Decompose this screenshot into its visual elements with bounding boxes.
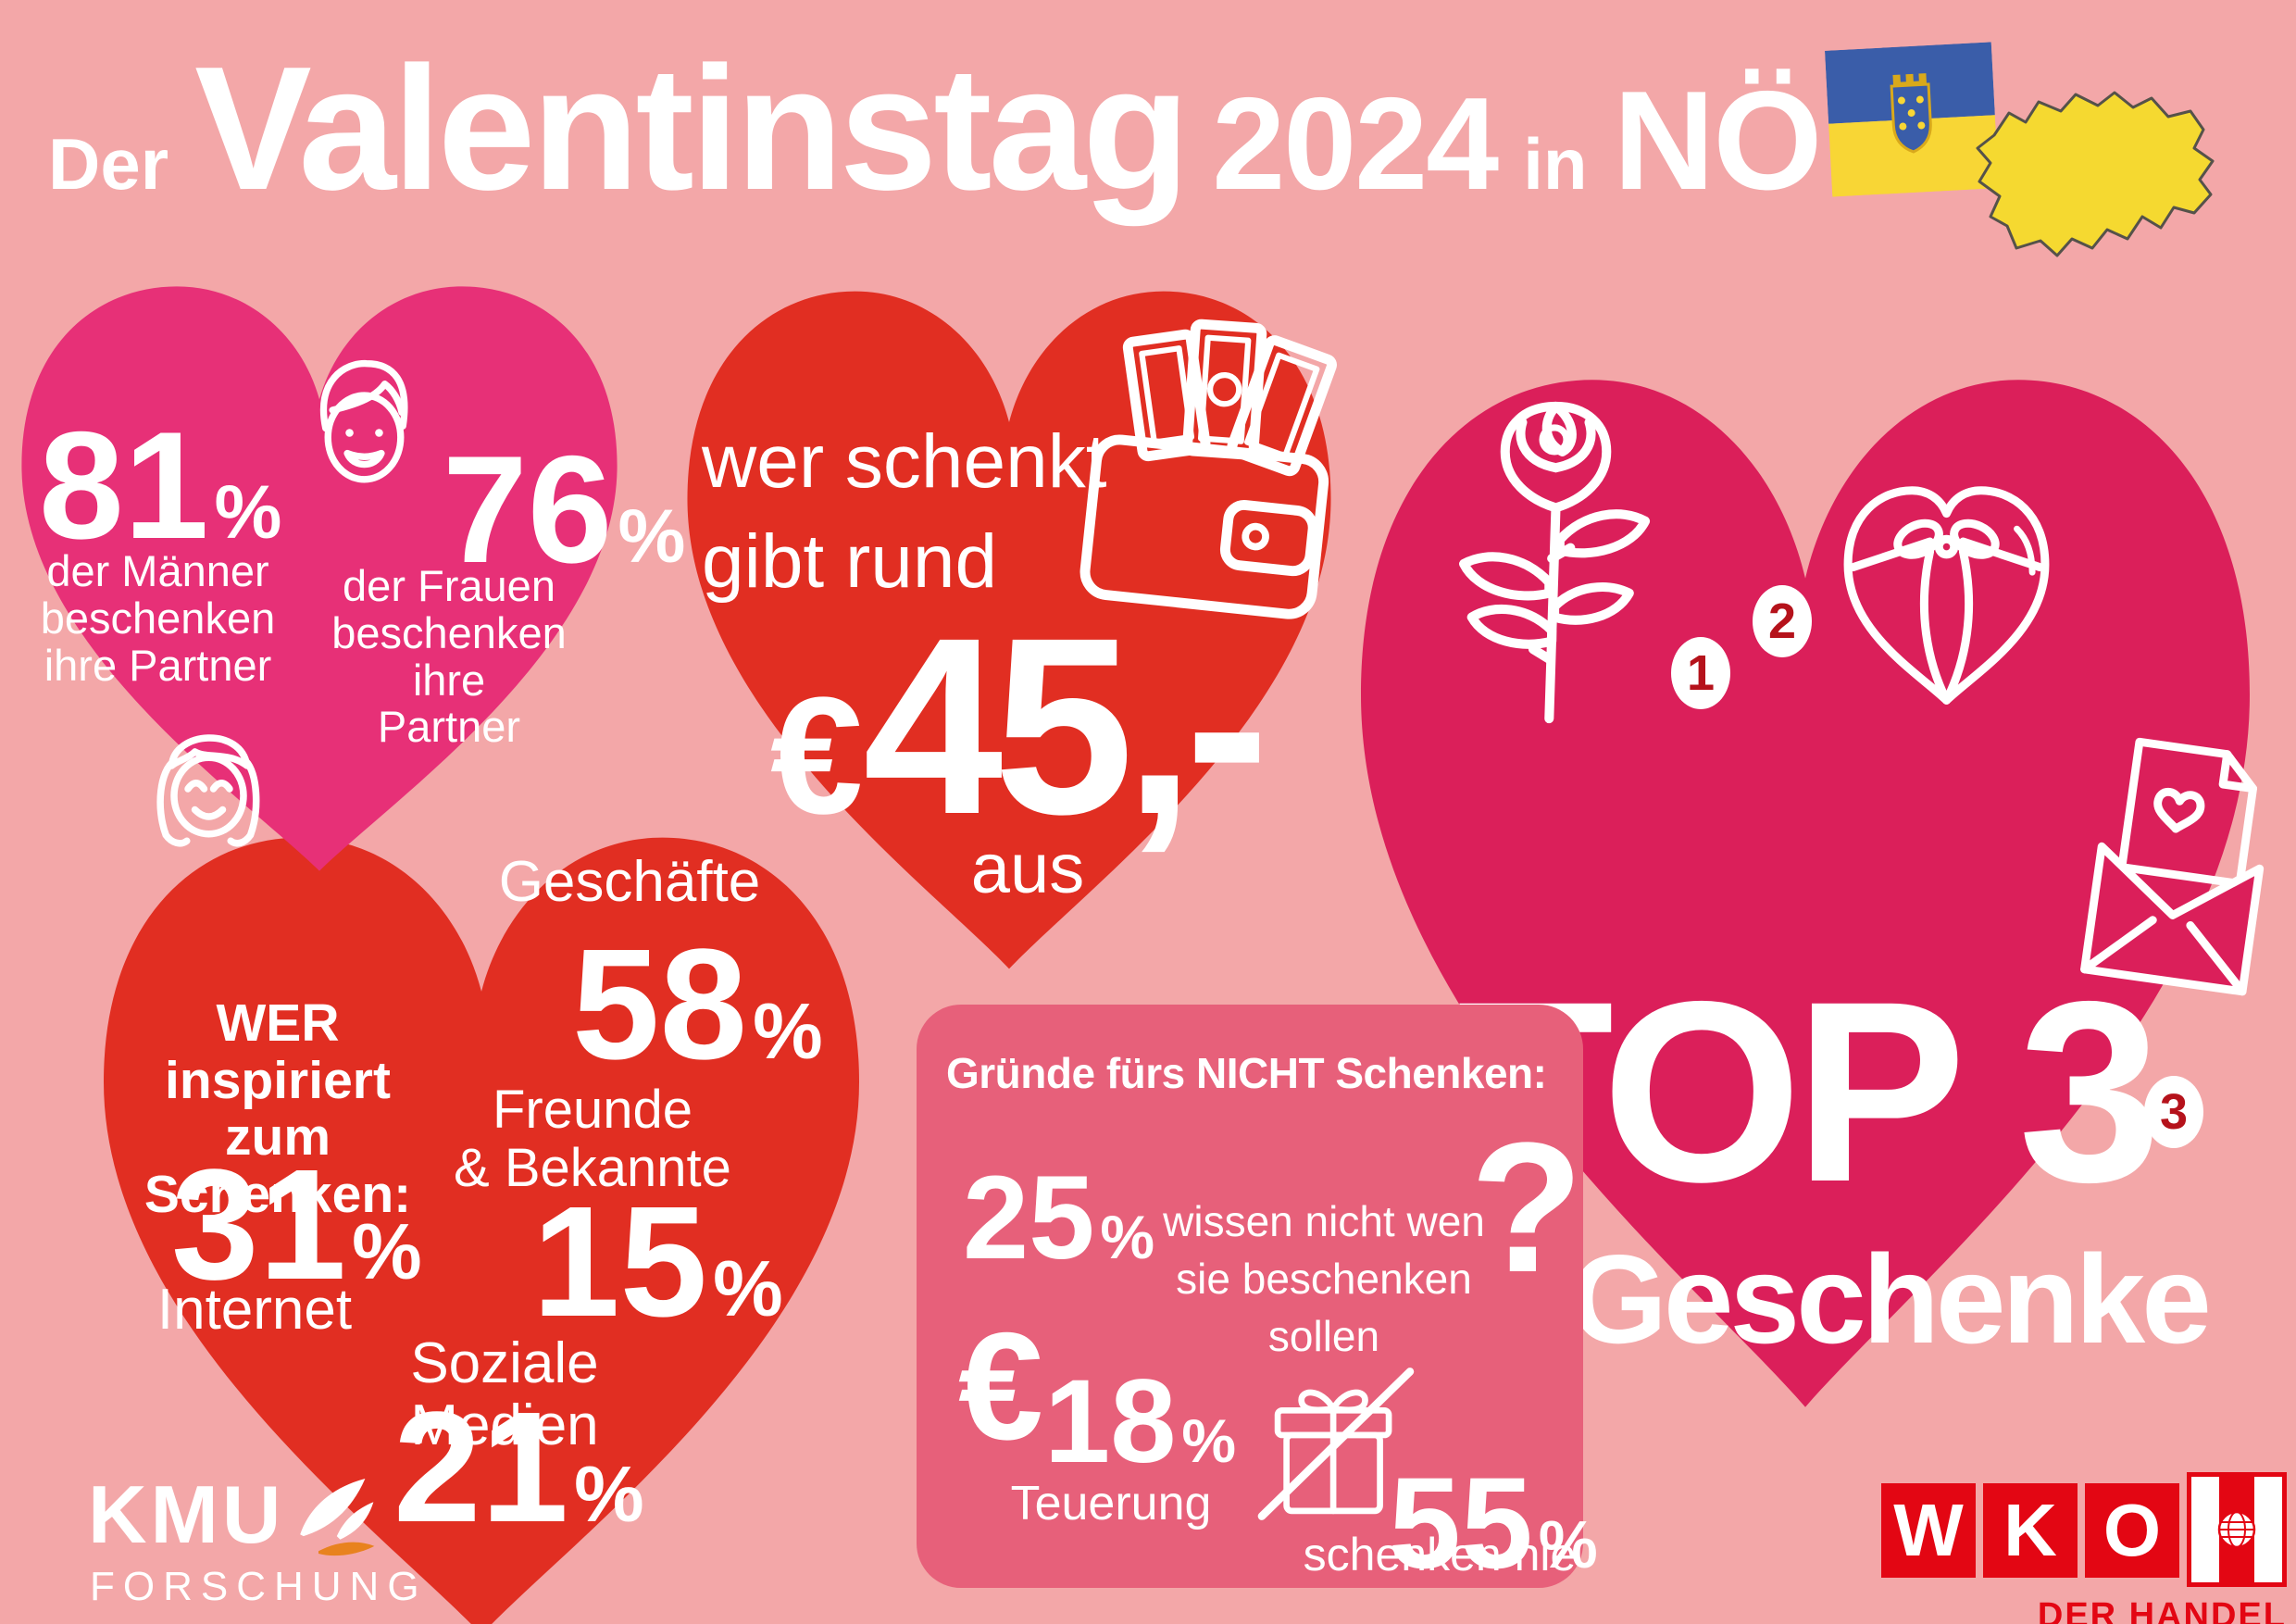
spending-line2: gibt rund	[702, 519, 998, 604]
top3-subtitle: Geschenke	[1569, 1229, 2212, 1369]
wko-letter-o: O	[2103, 1489, 2162, 1571]
reason1-unit: %	[1100, 1203, 1155, 1271]
no-gift-reason3-label: schenken nie	[1303, 1529, 1577, 1580]
kmu-logo: KMU	[88, 1474, 377, 1567]
woman-face-icon	[137, 706, 276, 877]
inspiration-item4-stat: 21 %	[393, 1389, 644, 1546]
euro-sign: €	[770, 663, 864, 849]
inspiration-item2-unit: %	[713, 1245, 783, 1333]
reason3-value: 55	[1389, 1450, 1533, 1595]
spending-amount: € 45,-	[770, 585, 1269, 867]
spending-suffix: aus	[970, 830, 1085, 908]
wko-tile-w: W	[1881, 1483, 1976, 1578]
inspiration-item2-value: 15	[532, 1174, 708, 1350]
men-caption: der Männer beschenken ihre Partner	[40, 546, 276, 690]
no-gift-reason2-stat: 18 %	[1044, 1363, 1236, 1481]
kmu-logo-subtext: FORSCHUNG	[90, 1564, 428, 1609]
no-gift-panel	[917, 1005, 1583, 1588]
inspiration-item3-value: 31	[171, 1137, 347, 1313]
spending-heart-shape	[687, 291, 1331, 969]
women-value: 76	[443, 424, 613, 594]
wko-tile-k: K	[1983, 1483, 2078, 1578]
question-mark-icon: ?	[1470, 1105, 1584, 1311]
title-year: 2024	[1212, 70, 1499, 218]
rank1-number: 1	[1686, 645, 1716, 701]
reason3-unit: %	[1538, 1508, 1598, 1582]
rank2-number: 2	[1767, 593, 1797, 649]
no-gift-reason2-label: Teuerung	[1010, 1477, 1212, 1530]
wko-globe-icon	[2217, 1510, 2256, 1549]
rank3-badge: 3	[2144, 1076, 2203, 1148]
wko-logo-subtext: DER HANDEL	[2037, 1596, 2287, 1624]
rank1-badge: 1	[1671, 637, 1730, 709]
inspiration-item3-stat: 31 %	[171, 1146, 422, 1304]
noe-map-icon	[1961, 70, 2226, 274]
noe-flag-icon	[1824, 42, 2000, 197]
inspiration-item2-stat: 15 %	[532, 1183, 783, 1341]
title-prefix: Der	[48, 123, 169, 205]
no-gift-crossed-icon	[1242, 1354, 1428, 1534]
inspiration-title: WER inspiriert zum Schenken:	[144, 993, 412, 1224]
men-value: 81	[39, 400, 209, 570]
love-letter-icon	[2067, 718, 2292, 1010]
men-stat: 81 %	[39, 409, 281, 562]
inspiration-item3-label: Internet	[156, 1278, 353, 1342]
inspiration-heart-shape	[104, 837, 859, 1624]
rose-icon	[1442, 389, 1669, 736]
reason2-value: 18	[1044, 1355, 1177, 1488]
inspiration-item4-unit: %	[574, 1451, 644, 1539]
euro-icon: €	[958, 1301, 1043, 1471]
title-main: Valentinstag	[194, 31, 1190, 227]
wko-tile-handel	[2187, 1472, 2287, 1587]
spending-line1: wer schenkt	[702, 419, 1107, 504]
top3-heart-shape	[1361, 380, 2250, 1407]
no-gift-reason3-stat: 55 %	[1389, 1458, 1598, 1588]
wallet-icon	[1072, 301, 1349, 635]
reason2-unit: %	[1181, 1406, 1237, 1475]
men-percent-sign: %	[214, 470, 282, 555]
heart-giftbox-icon	[1838, 446, 2055, 724]
wko-letter-w: W	[1893, 1489, 1964, 1571]
kmu-logo-text: KMU	[88, 1468, 285, 1560]
no-gift-title: Gründe fürs NICHT Schenken:	[946, 1049, 1547, 1097]
inspiration-item4-value: 21	[393, 1380, 569, 1555]
women-caption: der Frauen beschenken ihre Partner	[331, 561, 567, 752]
inspiration-item1-stat: 58 %	[572, 926, 823, 1083]
title-connector: in	[1523, 123, 1588, 205]
inspiration-item1-label: Geschäfte	[498, 850, 761, 914]
partners-heart-shape	[21, 286, 618, 871]
page-title: Der Valentinstag 2024 in NÖ	[48, 28, 1823, 230]
wko-letter-k: K	[2003, 1489, 2057, 1571]
women-percent-sign: %	[618, 494, 686, 579]
inspiration-item3-unit: %	[352, 1208, 422, 1296]
inspiration-item2-label: Freunde & Bekannte	[454, 1080, 731, 1198]
wko-tile-o: O	[2085, 1483, 2179, 1578]
inspiration-item1-value: 58	[572, 917, 748, 1093]
reason1-value: 25	[963, 1152, 1095, 1284]
inspiration-item1-unit: %	[753, 988, 823, 1076]
no-gift-reason1-text: wissen nicht wen sie beschenken sollen	[1163, 1197, 1485, 1361]
kmu-leaf-icon	[293, 1474, 377, 1567]
women-stat: 76 %	[443, 433, 685, 586]
rank2-badge: 2	[1753, 585, 1812, 657]
amount-value: 45,-	[863, 585, 1269, 867]
man-face-icon	[302, 352, 427, 514]
rank3-number: 3	[2159, 1084, 2189, 1140]
no-gift-reason1-stat: 25 %	[963, 1159, 1154, 1278]
inspiration-item4-label: Soziale Medien	[410, 1331, 599, 1457]
title-region: NÖ	[1613, 62, 1823, 219]
